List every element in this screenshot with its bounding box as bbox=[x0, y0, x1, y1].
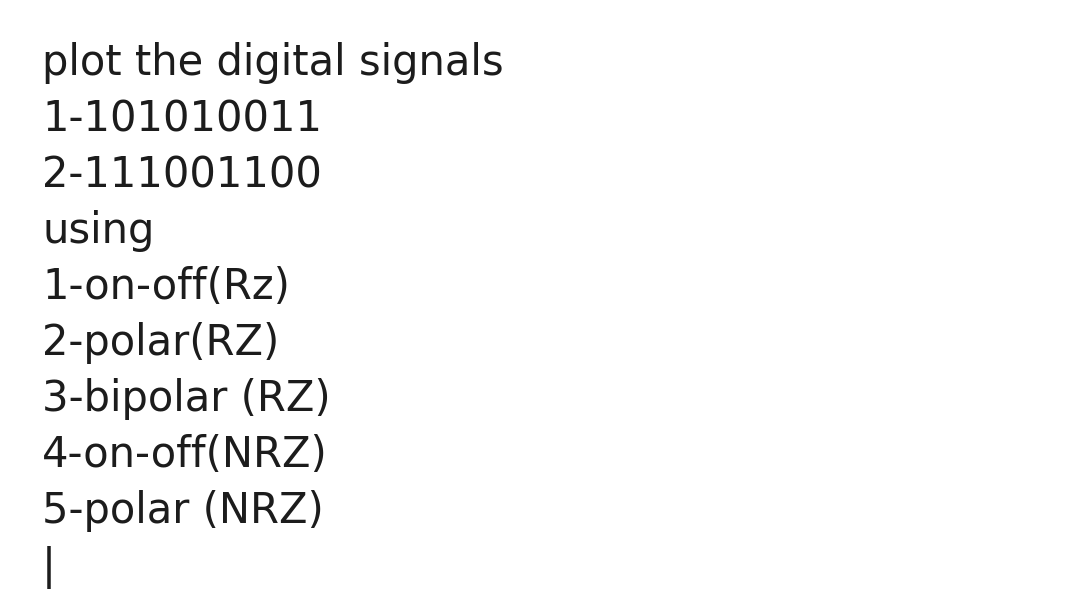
Text: using: using bbox=[42, 210, 154, 252]
Text: 2-111001100: 2-111001100 bbox=[42, 154, 322, 196]
Text: 1-on-off(Rz): 1-on-off(Rz) bbox=[42, 266, 289, 308]
Text: 2-polar(RZ): 2-polar(RZ) bbox=[42, 322, 280, 364]
Text: 3-bipolar (RZ): 3-bipolar (RZ) bbox=[42, 378, 330, 420]
Text: |: | bbox=[42, 546, 56, 589]
Text: 4-on-off(NRZ): 4-on-off(NRZ) bbox=[42, 434, 327, 476]
Text: 1-101010011: 1-101010011 bbox=[42, 98, 322, 140]
Text: 5-polar (NRZ): 5-polar (NRZ) bbox=[42, 490, 324, 532]
Text: plot the digital signals: plot the digital signals bbox=[42, 42, 503, 84]
